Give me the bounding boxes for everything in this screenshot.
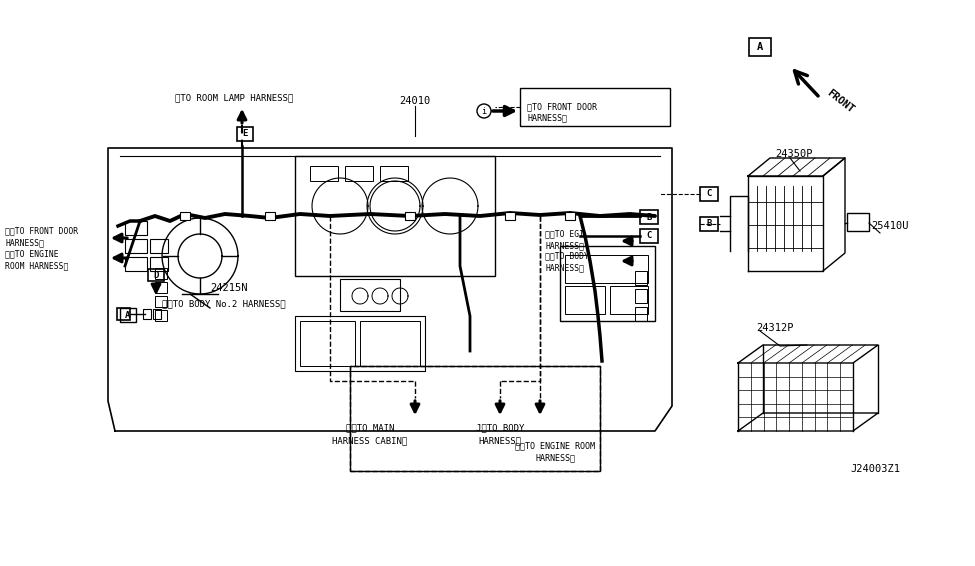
Text: 24215N: 24215N (210, 283, 248, 293)
Bar (143, 309, 151, 319)
Text: 24312P: 24312P (756, 323, 794, 333)
Bar (150, 257, 168, 271)
Text: 〈TO ROOM LAMP HARNESS〉: 〈TO ROOM LAMP HARNESS〉 (175, 93, 293, 102)
Bar (148, 269, 164, 281)
Text: C: C (706, 190, 712, 199)
Bar (565, 255, 648, 283)
Text: J〈TO BODY: J〈TO BODY (476, 423, 525, 432)
Bar (350, 366, 600, 471)
Text: HARNESS CABIN〉: HARNESS CABIN〉 (332, 436, 408, 445)
Text: 25410U: 25410U (871, 221, 909, 231)
Bar (265, 212, 275, 220)
Text: B: B (646, 212, 651, 221)
Bar (635, 307, 647, 321)
Bar (345, 166, 373, 181)
Text: HARNESS〉: HARNESS〉 (5, 238, 44, 247)
Text: ⒰〈TO FRONT DOOR: ⒰〈TO FRONT DOOR (5, 226, 78, 235)
Bar (153, 309, 161, 319)
Text: HARNESS〉: HARNESS〉 (545, 242, 584, 251)
Bar (700, 187, 718, 201)
Bar (295, 156, 495, 276)
Bar (640, 210, 658, 224)
Text: ⓖ〈TO EGI: ⓖ〈TO EGI (545, 229, 584, 238)
Bar (125, 257, 147, 271)
Text: ⓝ〈TO MAIN: ⓝ〈TO MAIN (346, 423, 394, 432)
Text: B: B (706, 220, 712, 229)
Bar (635, 271, 647, 285)
Bar (640, 229, 658, 243)
Text: A: A (126, 311, 131, 319)
Text: HARNESS〉: HARNESS〉 (479, 436, 522, 445)
Bar (237, 127, 253, 141)
Bar (565, 286, 605, 314)
Text: HARNESS〉: HARNESS〉 (527, 114, 567, 122)
Bar (120, 308, 136, 322)
Text: ⓔ〈TO ENGINE ROOM: ⓔ〈TO ENGINE ROOM (515, 441, 595, 451)
Bar (340, 279, 400, 311)
Text: J24003Z1: J24003Z1 (850, 464, 900, 474)
Bar (125, 221, 147, 235)
Bar (520, 88, 670, 126)
Text: 〈TO FRONT DOOR: 〈TO FRONT DOOR (527, 102, 597, 112)
Bar (125, 239, 147, 253)
Bar (847, 213, 869, 231)
Bar (155, 310, 167, 321)
Text: 24010: 24010 (400, 96, 431, 106)
Bar (155, 282, 167, 293)
Bar (610, 286, 648, 314)
Bar (155, 268, 167, 279)
Text: ⓗ〈TO BODY No.2 HARNESS〉: ⓗ〈TO BODY No.2 HARNESS〉 (162, 299, 286, 308)
Bar (380, 166, 408, 181)
Text: HARNESS〉: HARNESS〉 (535, 453, 575, 462)
Bar (405, 212, 415, 220)
Text: C: C (646, 231, 651, 241)
Text: i: i (482, 106, 487, 115)
Text: HARNESS〉: HARNESS〉 (545, 264, 584, 272)
Bar (180, 212, 190, 220)
Bar (150, 239, 168, 253)
Bar (155, 296, 167, 307)
Text: D: D (153, 271, 159, 280)
Bar (565, 212, 575, 220)
Bar (700, 217, 718, 231)
Text: FRONT: FRONT (825, 87, 856, 114)
Text: A: A (757, 42, 763, 52)
Bar (560, 246, 655, 321)
Text: 24350P: 24350P (775, 149, 812, 159)
Bar (635, 289, 647, 303)
Text: E: E (243, 130, 248, 139)
Bar (117, 308, 130, 320)
Bar (295, 316, 425, 371)
Bar (505, 212, 515, 220)
Text: ROOM HARNESS〉: ROOM HARNESS〉 (5, 261, 68, 271)
Bar (360, 321, 420, 366)
Bar (310, 166, 338, 181)
Bar (300, 321, 355, 366)
Text: ⒲〈TO ENGINE: ⒲〈TO ENGINE (5, 250, 58, 259)
Text: ⓘ〈TO BODY: ⓘ〈TO BODY (545, 251, 589, 260)
Bar (749, 38, 771, 56)
